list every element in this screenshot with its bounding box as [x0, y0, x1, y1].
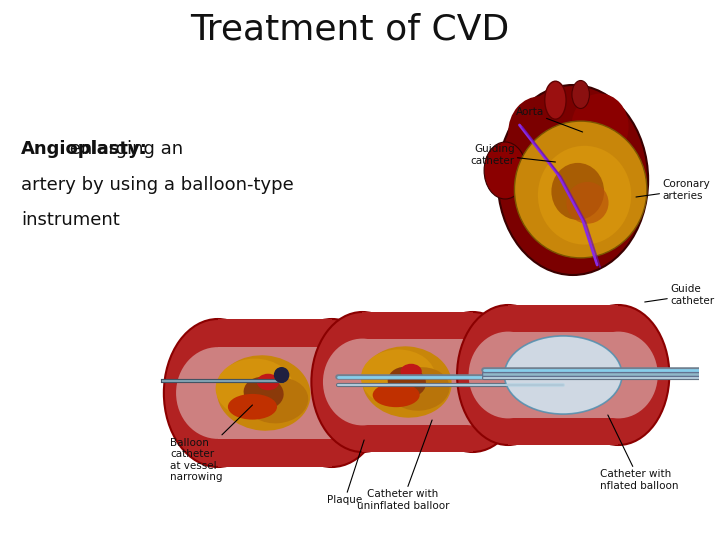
- Ellipse shape: [164, 319, 271, 467]
- Ellipse shape: [567, 182, 608, 224]
- Text: Plaque: Plaque: [327, 440, 364, 505]
- Ellipse shape: [176, 347, 259, 439]
- Ellipse shape: [422, 312, 523, 452]
- Ellipse shape: [215, 359, 294, 418]
- Ellipse shape: [373, 383, 420, 407]
- Ellipse shape: [217, 355, 310, 431]
- Ellipse shape: [545, 81, 566, 119]
- Ellipse shape: [387, 367, 426, 397]
- Ellipse shape: [400, 364, 422, 380]
- Text: Coronary
arteries: Coronary arteries: [636, 179, 710, 201]
- Ellipse shape: [514, 121, 647, 258]
- Ellipse shape: [469, 332, 547, 418]
- Ellipse shape: [567, 305, 670, 445]
- Ellipse shape: [433, 339, 512, 426]
- Text: enlarging an: enlarging an: [64, 140, 184, 158]
- Ellipse shape: [257, 374, 279, 390]
- Ellipse shape: [362, 346, 451, 417]
- Ellipse shape: [323, 339, 402, 426]
- Ellipse shape: [579, 332, 658, 418]
- Ellipse shape: [538, 146, 631, 245]
- Ellipse shape: [290, 347, 374, 439]
- Ellipse shape: [508, 97, 572, 168]
- Text: Balloon
catheter
at vessel
narrowing: Balloon catheter at vessel narrowing: [170, 405, 253, 482]
- Text: Treatment of CVD: Treatment of CVD: [190, 13, 509, 46]
- Text: Catheter with
uninflated balloor: Catheter with uninflated balloor: [356, 420, 449, 511]
- Ellipse shape: [457, 305, 559, 445]
- Circle shape: [274, 367, 289, 383]
- Ellipse shape: [572, 93, 629, 160]
- Ellipse shape: [312, 312, 413, 452]
- Text: Guiding
catheter: Guiding catheter: [470, 144, 555, 166]
- Text: Angioplasty:: Angioplasty:: [21, 140, 148, 158]
- Polygon shape: [508, 332, 618, 418]
- Ellipse shape: [361, 349, 436, 406]
- Ellipse shape: [498, 85, 648, 275]
- Text: instrument: instrument: [21, 211, 120, 228]
- Ellipse shape: [228, 394, 277, 420]
- Ellipse shape: [572, 80, 590, 109]
- Polygon shape: [217, 347, 332, 439]
- Ellipse shape: [484, 142, 526, 199]
- Polygon shape: [362, 312, 473, 452]
- Text: artery by using a balloon-type: artery by using a balloon-type: [21, 176, 294, 193]
- Polygon shape: [217, 319, 332, 467]
- Ellipse shape: [246, 377, 308, 423]
- Text: Guide
catheter: Guide catheter: [644, 284, 714, 306]
- Text: Catheter with
nflated balloon: Catheter with nflated balloon: [600, 415, 678, 491]
- Ellipse shape: [390, 367, 449, 411]
- Polygon shape: [362, 339, 473, 426]
- Ellipse shape: [505, 336, 622, 414]
- Polygon shape: [508, 305, 618, 445]
- Ellipse shape: [552, 163, 604, 220]
- Text: Aorta: Aorta: [516, 107, 582, 132]
- Ellipse shape: [278, 319, 386, 467]
- Ellipse shape: [243, 377, 284, 409]
